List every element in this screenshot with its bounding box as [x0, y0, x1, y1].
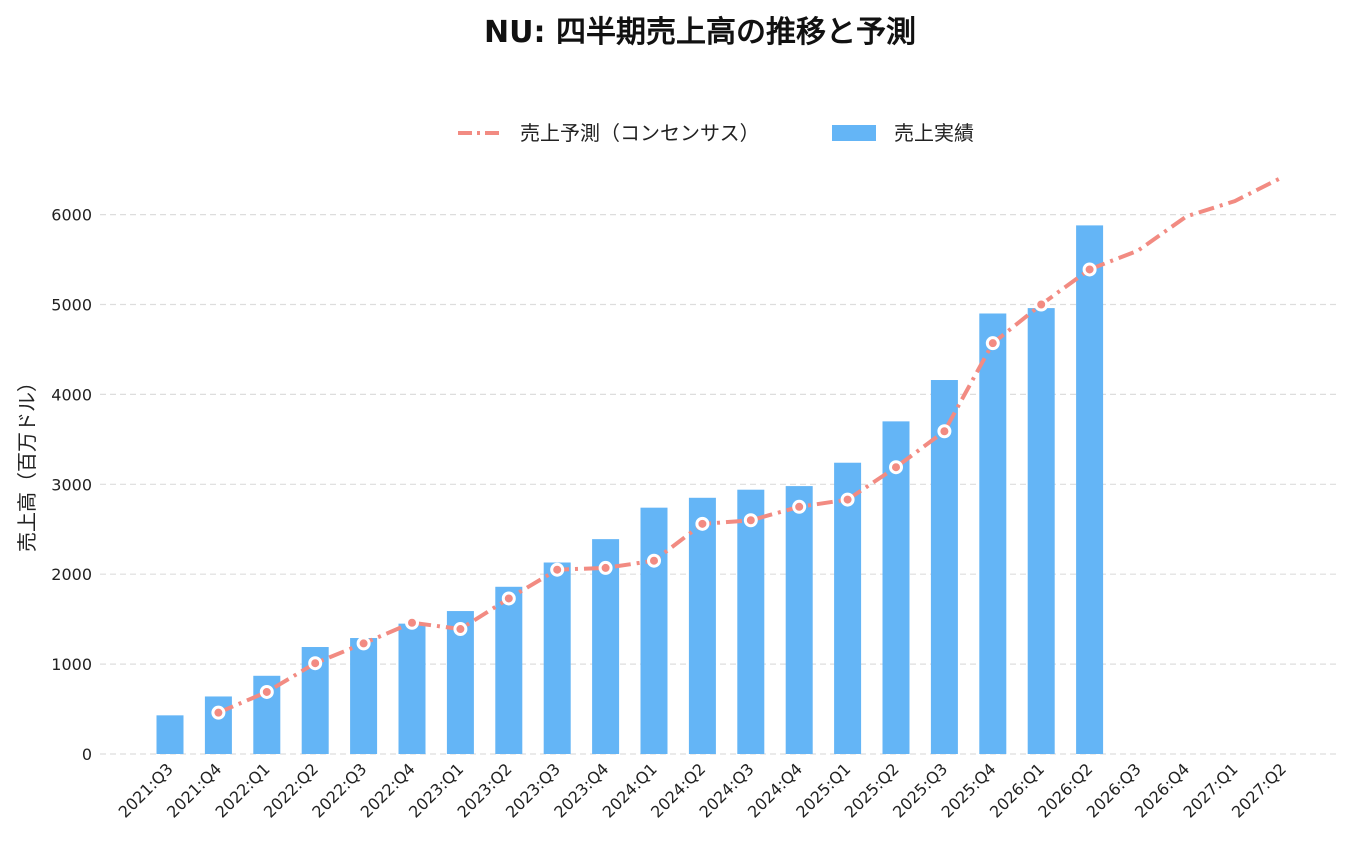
forecast-point-2024:Q1	[647, 553, 661, 568]
y-tick-labels: 0 1000 2000 3000 4000 5000 6000	[51, 206, 92, 764]
bar-2023:Q4	[592, 539, 620, 754]
bar-2023:Q2	[495, 586, 523, 754]
bar-2024:Q3	[737, 489, 765, 754]
y-tick-label: 1000	[51, 655, 92, 674]
forecast-point-2023:Q3	[550, 562, 565, 577]
grid-lines	[100, 214, 1340, 755]
bar-2021:Q4	[204, 696, 232, 754]
legend-actual-swatch	[832, 125, 876, 141]
forecast-point-2026:Q1	[1034, 297, 1049, 312]
forecast-point-2022:Q2	[308, 656, 323, 671]
y-tick-label: 6000	[51, 206, 92, 225]
forecast-point-2026:Q2	[1082, 262, 1097, 277]
bar-2024:Q2	[688, 497, 716, 754]
bars-actual	[156, 225, 1104, 754]
y-tick-label: 4000	[51, 385, 92, 404]
forecast-point-2022:Q4	[405, 615, 419, 630]
legend-actual-label: 売上実績	[894, 121, 974, 145]
forecast-point-2023:Q2	[501, 591, 516, 606]
forecast-point-2025:Q3	[937, 424, 952, 439]
x-tick-labels: 2021:Q32021:Q42022:Q12022:Q22022:Q32022:…	[115, 759, 1290, 821]
bar-2025:Q1	[834, 462, 862, 754]
forecast-point-2023:Q1	[453, 622, 468, 637]
legend-forecast-label: 売上予測（コンセンサス）	[520, 121, 760, 145]
legend: 売上予測（コンセンサス） 売上実績	[458, 121, 974, 145]
bar-2022:Q3	[350, 638, 378, 754]
bar-2023:Q3	[543, 562, 571, 754]
forecast-point-2025:Q4	[985, 336, 1000, 351]
bar-2026:Q1	[1027, 308, 1055, 754]
line-forecast	[211, 175, 1285, 720]
forecast-point-2024:Q2	[695, 516, 710, 531]
y-tick-label: 2000	[51, 565, 92, 584]
forecast-point-2025:Q1	[840, 492, 855, 507]
bar-2026:Q2	[1076, 225, 1104, 754]
y-axis-label: 売上高（百万ドル）	[15, 372, 39, 552]
forecast-point-2025:Q2	[889, 460, 903, 475]
bar-2025:Q4	[979, 313, 1007, 754]
bar-2021:Q3	[156, 715, 184, 754]
forecast-point-2021:Q4	[211, 705, 226, 720]
forecast-point-2024:Q3	[743, 513, 758, 528]
y-tick-label: 3000	[51, 475, 92, 494]
bar-2025:Q3	[930, 380, 958, 754]
bar-2024:Q1	[640, 507, 668, 754]
chart-title: NU: 四半期売上高の推移と予測	[484, 15, 916, 50]
forecast-point-2022:Q1	[259, 684, 274, 699]
forecast-point-2022:Q3	[356, 636, 371, 651]
forecast-point-2023:Q4	[598, 560, 613, 575]
bar-2025:Q2	[882, 421, 910, 754]
bar-2022:Q4	[398, 623, 426, 754]
y-tick-label: 0	[82, 745, 92, 764]
forecast-point-2024:Q4	[792, 499, 807, 514]
bar-2024:Q4	[785, 486, 813, 754]
y-tick-label: 5000	[51, 296, 92, 315]
